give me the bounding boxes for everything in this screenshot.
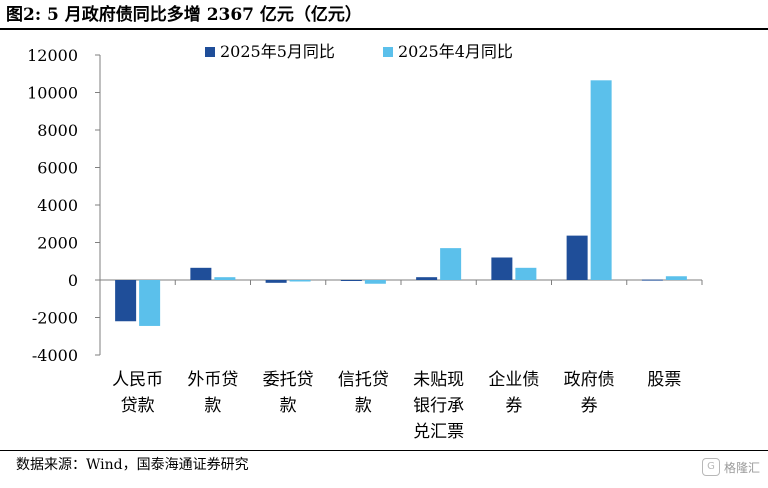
x-tick-label: 外币贷款 xyxy=(187,370,238,416)
bar-series1 xyxy=(265,280,287,283)
legend-label: 2025年5月同比 xyxy=(220,42,335,61)
bar-series2 xyxy=(440,248,462,280)
watermark: G 格隆汇 xyxy=(701,458,760,476)
x-tick-label: 企业债券 xyxy=(488,370,539,416)
legend-swatch xyxy=(205,47,215,57)
y-tick-label: 12000 xyxy=(27,46,78,65)
x-tick-label: 人民币贷款 xyxy=(112,370,163,416)
bar-series2 xyxy=(139,280,161,326)
y-tick-label: 10000 xyxy=(27,84,78,103)
legend: 2025年5月同比 2025年4月同比 xyxy=(205,42,513,61)
bar-chart: -4000 -2000 0 2000 4000 6000 8000 10000 12000 人民… xyxy=(27,42,703,442)
bar-series1 xyxy=(566,235,588,280)
x-tick-label: 股票 xyxy=(647,370,681,390)
legend-swatch xyxy=(383,47,393,57)
source-divider xyxy=(0,450,768,451)
watermark-text: 格隆汇 xyxy=(723,460,760,475)
y-tick-label: 2000 xyxy=(37,234,78,253)
source-note: 数据来源：Wind，国泰海通证券研究 xyxy=(16,457,249,473)
bar-series2 xyxy=(289,280,311,282)
bar-series2 xyxy=(665,276,687,280)
bar-series1 xyxy=(641,279,663,281)
bar-series1 xyxy=(190,267,212,280)
bar-series2 xyxy=(590,80,612,280)
bar-series2 xyxy=(214,277,236,280)
bar-series2 xyxy=(515,267,537,280)
legend-label: 2025年4月同比 xyxy=(398,42,513,61)
y-tick-label: 8000 xyxy=(37,121,78,140)
y-tick-label: 4000 xyxy=(37,196,78,215)
bars xyxy=(115,80,687,326)
bar-series1 xyxy=(491,257,513,280)
chart-title: 图2: 5 月政府债同比多增 2367 亿元（亿元） xyxy=(6,5,362,25)
bar-series1 xyxy=(416,277,438,280)
title-divider xyxy=(0,28,768,30)
x-tick-label: 政府债券 xyxy=(564,370,615,416)
y-tick-label: -2000 xyxy=(32,309,78,328)
y-tick-label: 0 xyxy=(68,271,78,290)
x-tick-label: 未贴现银行承兑汇票 xyxy=(413,370,464,442)
gelonghui-logo-icon: G xyxy=(701,458,720,476)
x-tick-label: 委托贷款 xyxy=(263,370,314,416)
x-tick-label: 信托贷款 xyxy=(338,370,389,416)
bar-series1 xyxy=(340,280,362,281)
y-tick-label: -4000 xyxy=(32,346,78,365)
bar-series2 xyxy=(364,280,386,284)
bar-series1 xyxy=(115,280,137,322)
y-tick-label: 6000 xyxy=(37,159,78,178)
y-axis: -4000 -2000 0 2000 4000 6000 8000 10000 12000 xyxy=(27,46,101,365)
